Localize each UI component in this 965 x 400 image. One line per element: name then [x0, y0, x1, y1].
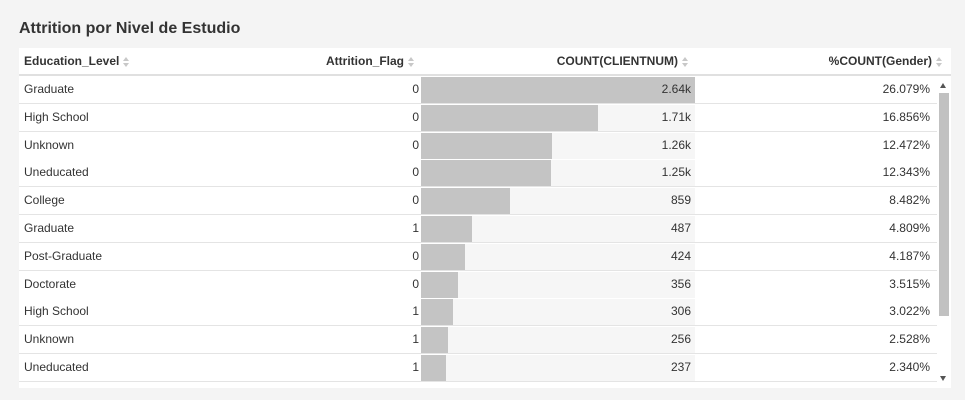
- cell-count-clientnum: 1.26k: [661, 137, 691, 152]
- arrow-up-icon[interactable]: [940, 83, 946, 88]
- count-bar: [421, 327, 448, 354]
- cell-education-level: Graduate: [24, 221, 75, 235]
- sort-icon: [682, 56, 690, 69]
- table-row[interactable]: Graduate 0 2.64k 26.079%: [19, 76, 937, 104]
- cell-pct-count-gender: 2.528%: [889, 332, 930, 347]
- cell-pct-count-gender: 16.856%: [882, 109, 930, 124]
- header-count-clientnum-label: COUNT(CLIENTNUM): [556, 54, 678, 68]
- table-row[interactable]: Doctorate 0 356 3.515%: [19, 270, 937, 299]
- scrollbar-thumb[interactable]: [939, 93, 949, 316]
- header-pct-count-gender-label: %COUNT(Gender): [828, 54, 932, 68]
- table-row[interactable]: High School 1 306 3.022%: [19, 298, 937, 327]
- header-education-level-label: Education_Level: [24, 54, 120, 68]
- header-count-clientnum[interactable]: COUNT(CLIENTNUM): [557, 48, 690, 74]
- table-row[interactable]: Unknown 0 1.26k 12.472%: [19, 131, 937, 160]
- cell-attrition-flag: 0: [412, 248, 419, 263]
- table-row[interactable]: Post-Graduate 0 424 4.187%: [19, 242, 937, 271]
- cell-attrition-flag: 1: [412, 221, 419, 235]
- table-row[interactable]: High School 0 1.71k 16.856%: [19, 103, 937, 132]
- cell-pct-count-gender: 3.515%: [889, 276, 930, 291]
- cell-pct-count-gender: 12.472%: [882, 137, 930, 152]
- count-bar: [421, 355, 446, 381]
- cell-pct-count-gender: 2.340%: [889, 360, 930, 374]
- cell-attrition-flag: 0: [412, 165, 419, 180]
- table-row[interactable]: Uneducated 0 1.25k 12.343%: [19, 159, 937, 188]
- vertical-scrollbar[interactable]: [937, 76, 951, 388]
- cell-count-clientnum: 487: [670, 221, 691, 235]
- count-bar-track: [421, 243, 695, 270]
- count-bar: [421, 243, 465, 270]
- sort-icon: [408, 56, 416, 69]
- cell-pct-count-gender: 4.187%: [889, 248, 930, 263]
- panel-title: Attrition por Nivel de Estudio: [19, 20, 241, 37]
- cell-attrition-flag: 0: [412, 82, 419, 96]
- header-education-level[interactable]: Education_Level: [24, 48, 131, 74]
- header-attrition-flag[interactable]: Attrition_Flag: [326, 48, 416, 74]
- cell-attrition-flag: 0: [412, 276, 419, 291]
- cell-count-clientnum: 306: [670, 304, 691, 319]
- cell-pct-count-gender: 4.809%: [889, 221, 930, 235]
- cell-education-level: Unknown: [24, 137, 75, 152]
- cell-attrition-flag: 1: [412, 332, 419, 347]
- cell-pct-count-gender: 8.482%: [889, 193, 930, 208]
- sort-icon: [936, 56, 944, 69]
- cell-attrition-flag: 0: [412, 109, 419, 124]
- header-attrition-flag-label: Attrition_Flag: [326, 54, 404, 68]
- table-row[interactable]: Graduate 1 487 4.809%: [19, 215, 937, 243]
- cell-education-level: Uneducated: [24, 360, 89, 374]
- cell-education-level: Graduate: [24, 82, 75, 96]
- arrow-down-icon[interactable]: [940, 376, 946, 381]
- count-bar: [421, 299, 453, 326]
- count-bar: [421, 160, 551, 187]
- cell-count-clientnum: 2.64k: [661, 82, 691, 96]
- count-bar: [421, 132, 552, 159]
- count-bar: [421, 271, 458, 298]
- count-bar: [421, 77, 695, 103]
- count-bar: [421, 216, 472, 242]
- cell-pct-count-gender: 12.343%: [882, 165, 930, 180]
- cell-education-level: High School: [24, 304, 89, 319]
- table-body[interactable]: Graduate 0 2.64k 26.079% High School 0 1.71k 16…: [19, 76, 937, 388]
- cell-education-level: High School: [24, 109, 89, 124]
- count-bar-track: [421, 271, 695, 298]
- count-bar-track: [421, 327, 695, 354]
- cell-education-level: College: [24, 193, 65, 208]
- table-row[interactable]: Uneducated 1 237 2.340%: [19, 354, 937, 382]
- cell-attrition-flag: 1: [412, 304, 419, 319]
- cell-count-clientnum: 237: [670, 360, 691, 374]
- table-header: Education_Level Attrition_Flag COUNT(CLI…: [19, 48, 951, 76]
- table-row[interactable]: College 0 859 8.482%: [19, 187, 937, 216]
- cell-count-clientnum: 1.71k: [661, 109, 691, 124]
- count-bar-track: [421, 355, 695, 381]
- cell-attrition-flag: 1: [412, 360, 419, 374]
- sort-icon: [123, 56, 131, 69]
- count-bar: [421, 104, 599, 131]
- cell-education-level: Doctorate: [24, 276, 77, 291]
- cell-count-clientnum: 859: [670, 193, 691, 208]
- data-table: Education_Level Attrition_Flag COUNT(CLI…: [19, 48, 951, 388]
- table-row[interactable]: Unknown 1 256 2.528%: [19, 326, 937, 355]
- cell-count-clientnum: 1.25k: [661, 165, 691, 180]
- cell-count-clientnum: 424: [670, 248, 691, 263]
- cell-education-level: Uneducated: [24, 165, 89, 180]
- cell-attrition-flag: 0: [412, 137, 419, 152]
- count-bar: [421, 188, 511, 215]
- cell-attrition-flag: 0: [412, 193, 419, 208]
- cell-count-clientnum: 256: [670, 332, 691, 347]
- cell-count-clientnum: 356: [670, 276, 691, 291]
- header-pct-count-gender[interactable]: %COUNT(Gender): [829, 48, 944, 74]
- cell-education-level: Post-Graduate: [24, 248, 103, 263]
- cell-pct-count-gender: 26.079%: [882, 82, 930, 96]
- cell-education-level: Unknown: [24, 332, 75, 347]
- cell-pct-count-gender: 3.022%: [889, 304, 930, 319]
- count-bar-track: [421, 299, 695, 326]
